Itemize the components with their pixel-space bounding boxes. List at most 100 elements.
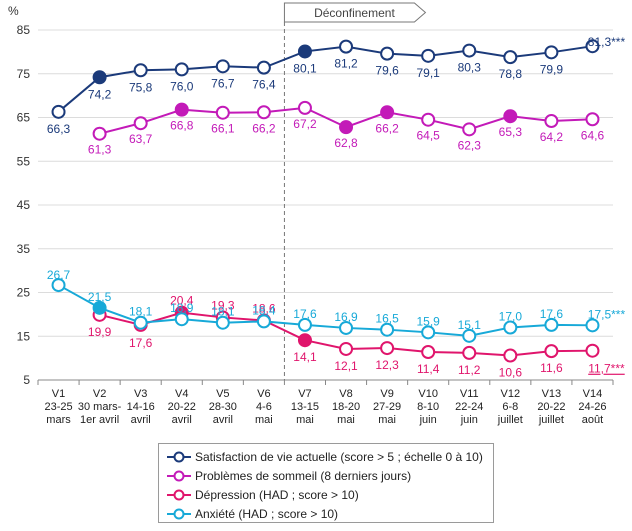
data-label: 66,2 [252,121,276,135]
data-point [92,70,107,85]
data-point [585,112,600,127]
deconfinement-annotation: Déconfinement [283,2,427,380]
data-label: 63,7 [129,132,153,146]
data-point [503,320,518,335]
data-label: 76,7 [211,76,235,90]
data-label: 62,3 [458,138,482,152]
data-point [215,59,230,74]
data-point [133,63,148,78]
y-tick-label: 75 [17,67,31,81]
data-point [462,122,477,137]
series-3: 26,7 21,5 18,1 18,9 18,1 18,4 17,6 16,9 16,5 15,9… [47,268,626,343]
data-label: 15,9 [416,314,440,328]
data-point [421,345,436,359]
x-tick-label: V9 [380,388,393,400]
data-label: 17,5*** [588,307,626,321]
data-label: 64,6 [581,128,605,142]
x-tick-label: V12 [501,388,521,400]
data-point [544,344,559,359]
data-point [462,43,477,58]
data-label: 79,1 [416,66,440,80]
data-label: 78,8 [499,67,523,81]
data-point [92,300,107,315]
axes: 5 15 25 35 45 55 65 75 85 [17,23,614,387]
data-label: 12,1 [334,359,358,373]
x-tick-label: juillet [538,414,564,426]
x-tick-label: V4 [175,388,188,400]
legend-marker-sommeil [167,470,191,481]
data-point [256,60,271,75]
data-point [503,50,518,65]
data-point [297,44,312,59]
x-tick-label: 20-22 [537,401,565,413]
data-point [133,116,148,131]
data-label: 19,3 [211,298,235,312]
x-tick-label: mai [296,414,314,426]
x-tick-label: V5 [216,388,229,400]
x-tick-label: avril [131,414,151,426]
data-label: 67,2 [293,117,317,131]
x-tick-label: 4-6 [256,401,272,413]
series-1: 61,3 63,7 66,8 66,1 66,2 67,2 62,8 66,2 64,5 62,3… [88,100,605,157]
x-tick-label: juillet [497,414,523,426]
series-layer: 66,3 74,2 75,8 76,0 76,7 76,4 80,1 81,2 79,6 79,1… [47,35,626,379]
data-label: 18,1 [211,305,235,319]
data-label: 16,9 [334,310,358,324]
data-label: 18,1 [129,305,153,319]
data-point [92,126,107,141]
legend-item-depression: Dépression (HAD ; score > 10) [167,485,493,504]
y-tick-label: 55 [17,154,31,168]
x-tick-label: V1 [52,388,65,400]
legend-label-sommeil: Problèmes de sommeil (8 derniers jours) [195,468,412,483]
y-tick-label: 5 [23,373,30,387]
data-point [174,62,189,77]
data-label: 76,4 [252,78,276,92]
x-tick-label: mars [46,414,71,426]
data-point [174,312,189,327]
data-point [215,315,230,330]
data-point [51,104,66,119]
y-tick-label: 35 [17,242,31,256]
data-label: 65,3 [499,125,523,139]
data-label: 66,3 [47,122,71,136]
x-tick-label: 30 mars- [78,401,122,413]
data-label: 17,6 [129,336,153,350]
x-tick-label: 24-26 [578,401,606,413]
data-point [380,322,395,337]
data-label: 15,1 [458,318,482,332]
x-tick-label: V8 [339,388,352,400]
x-tick-label: mai [378,414,396,426]
y-tick-label: 65 [17,111,31,125]
data-label: 64,2 [540,130,564,144]
x-tick-label: 8-10 [417,401,439,413]
data-point [256,105,271,120]
data-label: 21,5 [88,290,112,304]
legend-marker-anxiete [167,508,191,519]
x-tick-label: 18-20 [332,401,360,413]
x-tick-label: 1er avril [80,414,119,426]
data-label: 14,1 [293,350,317,364]
x-tick-label: 6-8 [502,401,518,413]
x-tick-label: avril [213,414,233,426]
x-tick-label: juin [460,414,478,426]
data-point [339,341,354,356]
data-point [133,315,148,330]
data-point [380,105,395,120]
data-label: 11,4 [417,362,440,376]
data-label: 17,6 [293,307,317,321]
data-point [215,105,230,120]
legend-label-anxiete: Anxiété (HAD ; score > 10) [195,506,339,521]
data-label: 79,6 [375,64,399,78]
data-label: 19,9 [88,325,112,339]
data-label: 74,2 [88,87,112,101]
x-tick-label: 20-22 [168,401,196,413]
y-tick-label: 15 [17,329,31,343]
legend: Satisfaction de vie actuelle (score > 5 … [158,443,494,523]
x-tick-label: juin [419,414,437,426]
data-label: 16,5 [375,312,399,326]
data-label: 66,8 [170,119,194,133]
data-point [421,325,436,340]
data-label: 18,9 [170,301,194,315]
